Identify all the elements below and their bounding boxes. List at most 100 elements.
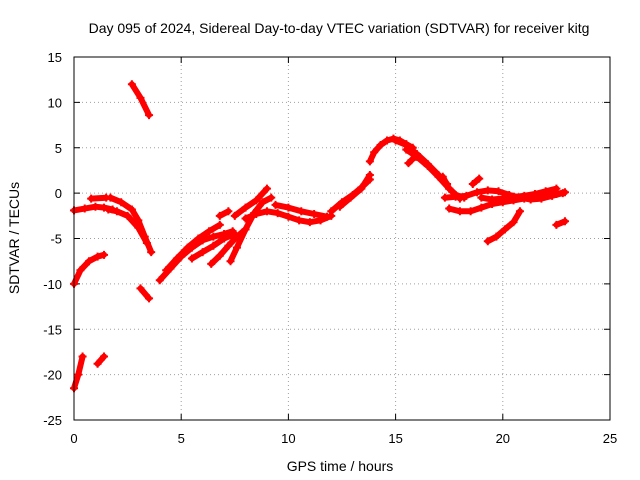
data-point [134, 223, 143, 232]
x-axis-title: GPS time / hours [287, 458, 394, 474]
grid-lines [74, 57, 610, 420]
data-point [252, 209, 261, 218]
y-tick-label: -10 [43, 277, 62, 292]
x-tick-label: 5 [178, 431, 185, 446]
x-tick-label: 15 [388, 431, 402, 446]
data-point [445, 184, 454, 193]
data-point [194, 234, 203, 243]
data-point [365, 170, 374, 179]
data-point [284, 203, 293, 212]
data-point [357, 184, 366, 193]
plot-frame [73, 56, 611, 421]
data-point [530, 190, 539, 199]
y-tick-label: 10 [48, 95, 62, 110]
data-series [70, 80, 569, 393]
data-point [215, 220, 224, 229]
data-point [136, 93, 145, 102]
data-point [74, 370, 83, 379]
y-tick-label: -15 [43, 322, 62, 337]
x-tick-label: 25 [603, 431, 617, 446]
data-point [271, 200, 280, 209]
data-point [552, 184, 561, 193]
data-point [230, 211, 239, 220]
series-arc-k [163, 221, 223, 274]
data-point [78, 352, 87, 361]
data-point [473, 188, 482, 197]
chart-title: Day 095 of 2024, Sidereal Day-to-day VTE… [89, 20, 590, 36]
data-point [410, 152, 419, 161]
data-point [224, 241, 233, 250]
data-point [162, 266, 171, 275]
data-point [232, 243, 241, 252]
data-point [365, 157, 374, 166]
y-tick-label: 5 [55, 141, 62, 156]
data-point [123, 211, 132, 220]
data-point [172, 254, 181, 263]
x-tick-label: 20 [496, 431, 510, 446]
data-point [127, 80, 136, 89]
data-point [462, 191, 471, 200]
data-point [438, 172, 447, 181]
data-point [155, 276, 164, 285]
x-tick-label: 10 [281, 431, 295, 446]
data-point [515, 207, 524, 216]
y-tick-label: -25 [43, 413, 62, 428]
data-point [423, 160, 432, 169]
data-point [310, 209, 319, 218]
series-arc-x [405, 153, 418, 167]
data-point [500, 225, 509, 234]
data-point [552, 220, 561, 229]
data-point [346, 193, 355, 202]
data-point [483, 237, 492, 246]
data-point [477, 193, 486, 202]
series-arc-i [137, 285, 152, 302]
data-point [258, 198, 267, 207]
data-point [147, 248, 156, 257]
data-point [93, 252, 102, 261]
data-point [451, 192, 460, 201]
data-point [273, 209, 282, 218]
y-axis-title: SDTVAR / TECUs [6, 182, 22, 294]
data-point [376, 141, 385, 150]
data-point [475, 174, 484, 183]
data-point [224, 207, 233, 216]
data-point [117, 198, 126, 207]
data-point [76, 266, 85, 275]
data-point [509, 218, 518, 227]
data-point [305, 218, 314, 227]
data-point [297, 207, 306, 216]
data-point [215, 211, 224, 220]
data-point [104, 205, 113, 214]
data-point [207, 259, 216, 268]
y-tick-label: 0 [55, 186, 62, 201]
data-point [560, 188, 569, 197]
data-point [488, 195, 497, 204]
data-point [241, 225, 250, 234]
data-point [483, 186, 492, 195]
data-point [93, 359, 102, 368]
data-point [241, 203, 250, 212]
data-point [209, 241, 218, 250]
data-point [100, 250, 109, 259]
data-point [335, 202, 344, 211]
data-point [445, 204, 454, 213]
data-point [468, 180, 477, 189]
data-point [383, 136, 392, 145]
data-point [252, 196, 261, 205]
data-point [145, 111, 154, 120]
data-point [402, 141, 411, 150]
data-point [112, 207, 121, 216]
data-point [466, 207, 475, 216]
data-point [80, 204, 89, 213]
data-point [100, 352, 109, 361]
data-point [183, 243, 192, 252]
data-point [494, 187, 503, 196]
data-point [215, 251, 224, 260]
data-point [520, 191, 529, 200]
data-point [87, 194, 96, 203]
data-point [404, 159, 413, 168]
data-point [370, 148, 379, 157]
series-arc-d [94, 353, 107, 367]
data-point [241, 214, 250, 223]
